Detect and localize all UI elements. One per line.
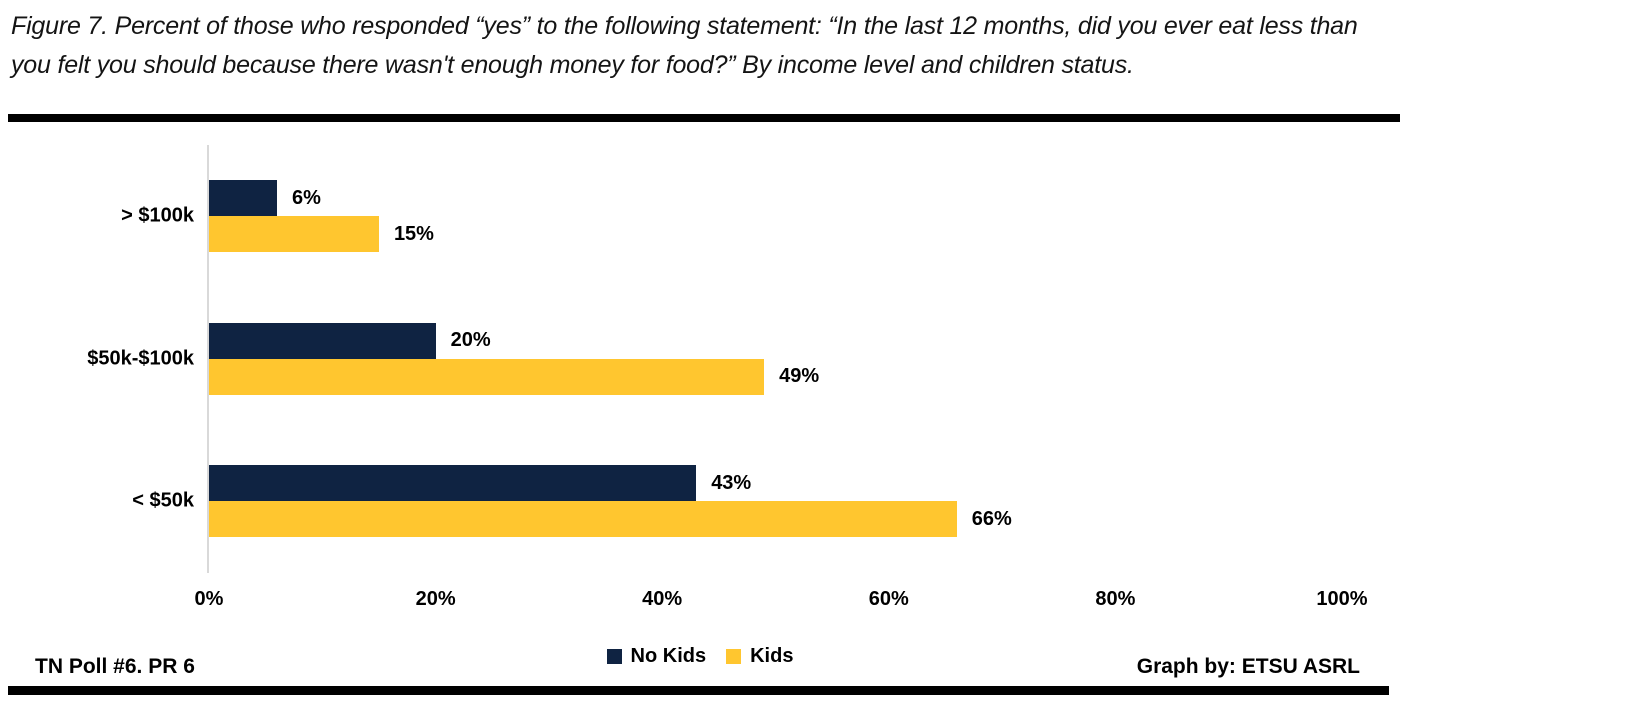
data-label: 6%: [291, 186, 321, 209]
top-rule: [8, 114, 1400, 122]
bar-row: 6%: [209, 180, 1342, 217]
legend: No Kids Kids: [0, 645, 1400, 668]
x-tick-label: 0%: [194, 588, 224, 610]
bar-row: 20%: [209, 322, 1342, 359]
bar-row: 49%: [209, 358, 1342, 395]
bar-group-50k-100k: $50k-$100k 20% 49%: [87, 288, 1342, 431]
bar-row: 43%: [209, 465, 1342, 502]
category-label: < $50k: [132, 489, 194, 512]
bar-no-kids: [209, 180, 277, 217]
legend-label: Kids: [750, 645, 794, 667]
y-axis-line: [207, 145, 209, 573]
legend-label: No Kids: [630, 645, 707, 667]
x-tick-label: 40%: [642, 588, 683, 610]
x-tick-label: 80%: [1095, 588, 1136, 610]
plot-area: > $100k 6% 15% $50k-$100k 20% 49% < $50k 43% 66%: [87, 145, 1342, 573]
bar-kids: [209, 501, 957, 538]
bar-kids: [209, 216, 379, 253]
legend-swatch-no-kids: [606, 649, 622, 664]
data-label: 49%: [779, 365, 820, 388]
category-label: > $100k: [121, 204, 194, 227]
bar-no-kids: [209, 465, 697, 502]
data-label: 66%: [971, 507, 1012, 530]
x-tick-label: 20%: [415, 588, 456, 610]
data-label: 43%: [711, 471, 752, 494]
legend-item-kids: Kids: [726, 645, 793, 668]
figure-title: Figure 7. Percent of those who responded…: [11, 7, 1358, 85]
category-label: $50k-$100k: [87, 347, 194, 370]
bar-group-100k: > $100k 6% 15%: [121, 145, 1342, 288]
bar-no-kids: [209, 322, 436, 359]
x-axis: 0% 20% 40% 60% 80% 100%: [195, 588, 1368, 614]
bar-row: 66%: [209, 501, 1342, 538]
x-tick-label: 60%: [868, 588, 909, 610]
bottom-rule: [8, 686, 1389, 695]
figure-title-line1: Figure 7. Percent of those who responded…: [11, 12, 1358, 40]
legend-swatch-kids: [726, 649, 742, 664]
bar-kids: [209, 358, 765, 395]
bar-row: 15%: [209, 216, 1342, 253]
data-label: 20%: [450, 329, 491, 352]
data-label: 15%: [393, 222, 434, 245]
legend-item-no-kids: No Kids: [606, 645, 707, 668]
source-note: TN Poll #6. PR 6: [35, 655, 195, 678]
credit-note: Graph by: ETSU ASRL: [1136, 655, 1360, 678]
x-tick-label: 100%: [1316, 588, 1368, 610]
figure-title-line2: you felt you should because there wasn't…: [11, 51, 1134, 79]
bar-group-50k: < $50k 43% 66%: [132, 430, 1342, 573]
